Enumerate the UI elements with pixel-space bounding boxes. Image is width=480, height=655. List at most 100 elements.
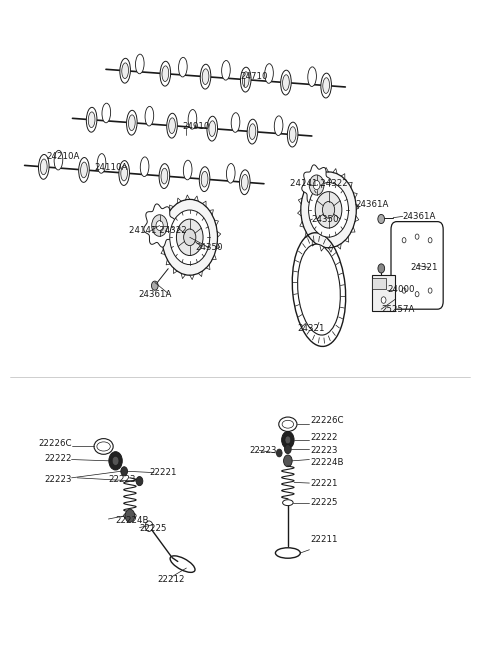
Ellipse shape — [227, 164, 235, 183]
Text: 24361A: 24361A — [139, 290, 172, 299]
Ellipse shape — [170, 556, 195, 572]
Ellipse shape — [231, 113, 240, 132]
Ellipse shape — [276, 548, 300, 558]
Ellipse shape — [200, 64, 211, 89]
Circle shape — [152, 215, 168, 236]
Ellipse shape — [188, 109, 197, 129]
Text: 24710: 24710 — [240, 72, 267, 81]
Circle shape — [177, 219, 203, 255]
Bar — [372, 275, 395, 311]
Ellipse shape — [183, 160, 192, 180]
Ellipse shape — [159, 164, 169, 189]
Circle shape — [125, 509, 135, 522]
Text: 24361A: 24361A — [403, 212, 436, 221]
Circle shape — [428, 288, 432, 293]
Text: 24141 24322: 24141 24322 — [290, 179, 348, 188]
Polygon shape — [302, 165, 331, 205]
Ellipse shape — [102, 103, 110, 122]
Ellipse shape — [129, 115, 135, 130]
Text: 22226C: 22226C — [38, 440, 72, 448]
Text: 24361A: 24361A — [356, 200, 389, 209]
Ellipse shape — [79, 158, 89, 182]
Ellipse shape — [201, 172, 208, 187]
Circle shape — [313, 180, 320, 189]
Circle shape — [282, 432, 294, 449]
Ellipse shape — [323, 78, 329, 94]
Circle shape — [285, 436, 291, 444]
Circle shape — [415, 234, 419, 239]
Ellipse shape — [274, 116, 283, 136]
Ellipse shape — [145, 106, 154, 126]
FancyBboxPatch shape — [391, 221, 443, 309]
Text: 22224B: 22224B — [116, 516, 149, 525]
Ellipse shape — [179, 58, 187, 77]
Circle shape — [109, 452, 122, 470]
Text: 24210A: 24210A — [46, 152, 80, 160]
Ellipse shape — [242, 72, 249, 88]
Circle shape — [170, 210, 210, 265]
Ellipse shape — [81, 162, 87, 178]
Circle shape — [381, 297, 386, 303]
Ellipse shape — [122, 63, 129, 79]
Ellipse shape — [94, 439, 113, 455]
Ellipse shape — [281, 70, 291, 95]
Ellipse shape — [124, 512, 136, 519]
Ellipse shape — [279, 417, 297, 432]
Circle shape — [121, 467, 128, 476]
Text: 22221: 22221 — [311, 479, 338, 487]
Ellipse shape — [308, 67, 316, 86]
Circle shape — [285, 445, 291, 454]
Bar — [372, 278, 386, 290]
Text: 24321: 24321 — [298, 324, 325, 333]
Ellipse shape — [288, 122, 298, 147]
Ellipse shape — [209, 121, 216, 136]
Ellipse shape — [40, 159, 47, 175]
Text: 22212: 22212 — [157, 574, 185, 584]
Ellipse shape — [283, 75, 289, 90]
Circle shape — [378, 264, 384, 273]
Circle shape — [378, 214, 384, 223]
Ellipse shape — [119, 160, 130, 185]
Ellipse shape — [86, 107, 97, 132]
Ellipse shape — [289, 127, 296, 142]
Text: 22225: 22225 — [140, 524, 167, 533]
Circle shape — [428, 238, 432, 243]
Ellipse shape — [282, 421, 294, 428]
Ellipse shape — [135, 54, 144, 74]
Text: 24141 24322: 24141 24322 — [129, 226, 187, 235]
Ellipse shape — [38, 155, 49, 179]
Ellipse shape — [283, 500, 293, 506]
Ellipse shape — [207, 116, 217, 141]
Text: 22225: 22225 — [311, 498, 338, 507]
Circle shape — [162, 199, 217, 275]
Ellipse shape — [120, 58, 131, 83]
Text: 22223: 22223 — [108, 475, 136, 483]
Circle shape — [145, 521, 153, 531]
Ellipse shape — [161, 168, 168, 184]
Circle shape — [156, 221, 163, 231]
Ellipse shape — [247, 119, 258, 144]
Ellipse shape — [298, 244, 340, 335]
Text: 22223: 22223 — [311, 446, 338, 455]
Text: 22223: 22223 — [44, 475, 72, 483]
Ellipse shape — [167, 113, 177, 138]
Ellipse shape — [88, 112, 95, 128]
Circle shape — [184, 229, 196, 246]
Ellipse shape — [249, 124, 256, 140]
Circle shape — [276, 449, 282, 457]
Text: 22222: 22222 — [311, 433, 338, 442]
Ellipse shape — [321, 73, 331, 98]
Circle shape — [152, 281, 158, 290]
Text: 22222: 22222 — [44, 455, 72, 463]
Ellipse shape — [97, 442, 110, 451]
Text: 24110A: 24110A — [94, 163, 127, 172]
Ellipse shape — [202, 69, 209, 84]
Ellipse shape — [160, 62, 170, 86]
Circle shape — [315, 192, 342, 228]
Ellipse shape — [140, 157, 149, 176]
Ellipse shape — [97, 154, 106, 173]
Text: 24350: 24350 — [195, 243, 223, 252]
Ellipse shape — [241, 174, 248, 190]
Circle shape — [402, 238, 406, 243]
Text: 22224B: 22224B — [311, 458, 344, 466]
